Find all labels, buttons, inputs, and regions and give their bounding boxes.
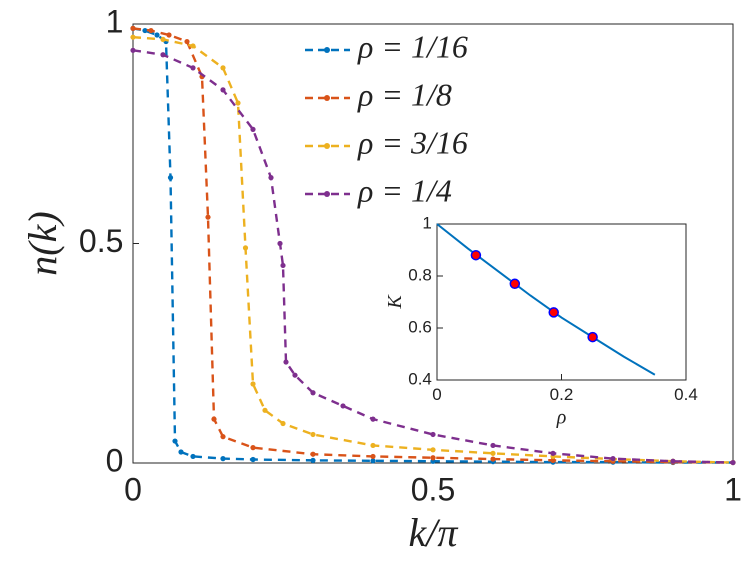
x-tick-label: 0 <box>432 385 441 404</box>
data-point <box>178 449 184 455</box>
data-point <box>250 381 256 387</box>
y-tick-label: 0.4 <box>408 369 432 388</box>
data-point <box>220 434 226 440</box>
y-axis-label: K <box>384 294 406 310</box>
y-tick-label: 1 <box>106 3 124 39</box>
data-point <box>430 431 436 438</box>
x-tick-label: 0.2 <box>550 385 574 404</box>
data-point <box>268 175 274 181</box>
data-point <box>160 52 166 58</box>
data-point <box>142 27 148 34</box>
data-point <box>262 407 268 413</box>
data-point <box>490 450 496 456</box>
data-point <box>130 47 136 53</box>
data-point <box>490 456 496 462</box>
data-point <box>370 453 376 460</box>
data-point <box>610 456 616 462</box>
legend-label: ρ = 1/8 <box>357 76 452 112</box>
data-point <box>509 278 521 290</box>
x-tick-label: 1 <box>724 471 742 507</box>
data-point <box>730 459 736 466</box>
data-point <box>220 456 226 462</box>
data-point <box>370 442 376 449</box>
data-point <box>235 100 241 106</box>
data-point <box>587 331 598 343</box>
data-point <box>292 372 298 378</box>
data-point <box>280 420 286 427</box>
legend-label: ρ = 1/16 <box>357 28 468 64</box>
data-point <box>211 416 217 422</box>
data-point <box>550 450 556 456</box>
x-tick-label: 0.4 <box>674 385 698 404</box>
data-point <box>310 457 316 463</box>
data-point <box>470 249 482 261</box>
legend-marker <box>324 191 330 197</box>
data-point <box>172 438 178 444</box>
data-point <box>283 359 289 365</box>
data-point <box>190 43 196 49</box>
data-point <box>242 245 249 251</box>
data-point <box>430 455 436 461</box>
y-tick-label: 0.5 <box>79 223 123 259</box>
legend-label: ρ = 3/16 <box>357 124 468 160</box>
data-point <box>166 32 172 38</box>
data-point <box>167 175 174 181</box>
data-point <box>370 458 376 464</box>
y-tick-label: 0.8 <box>408 265 432 284</box>
y-tick-label: 1 <box>422 213 431 232</box>
data-point <box>148 27 154 34</box>
y-tick-label: 0 <box>106 442 124 478</box>
data-point <box>160 36 166 42</box>
data-point <box>220 65 226 71</box>
data-point <box>220 87 226 93</box>
x-axis-label: k/π <box>409 510 459 555</box>
y-tick-label: 0.6 <box>408 317 432 336</box>
x-tick-label: 0 <box>124 471 142 507</box>
legend-marker <box>324 95 330 101</box>
data-point <box>277 240 283 247</box>
data-point <box>250 445 256 451</box>
series-line <box>132 27 734 464</box>
data-point <box>340 403 346 409</box>
data-point <box>205 214 211 220</box>
data-point <box>550 457 556 463</box>
legend-marker <box>324 143 330 149</box>
data-point <box>310 390 316 396</box>
x-axis-label: ρ <box>556 407 567 429</box>
data-point <box>250 126 256 132</box>
data-point <box>190 453 196 460</box>
data-point <box>370 416 376 422</box>
data-point <box>184 38 190 45</box>
data-point <box>310 431 316 438</box>
data-point <box>670 458 676 464</box>
data-point <box>154 32 160 38</box>
data-point <box>130 25 136 31</box>
data-point <box>430 447 436 453</box>
data-point <box>280 262 286 269</box>
data-point <box>190 65 196 71</box>
x-tick-label: 0.5 <box>411 471 455 507</box>
legend-label: ρ = 1/4 <box>357 172 452 208</box>
plot-area <box>436 223 687 381</box>
y-axis-label: n(k) <box>20 211 65 275</box>
data-point <box>250 456 256 463</box>
data-point <box>548 307 559 318</box>
data-point <box>490 442 496 449</box>
legend-marker <box>324 47 330 53</box>
data-point <box>130 34 136 40</box>
data-point <box>310 451 316 457</box>
